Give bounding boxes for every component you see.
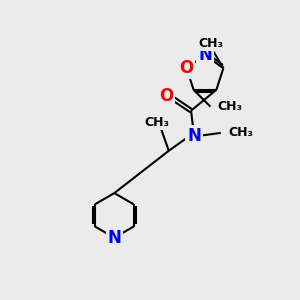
Text: N: N — [107, 229, 121, 247]
Text: CH₃: CH₃ — [144, 116, 169, 129]
Text: N: N — [187, 127, 201, 145]
Text: O: O — [179, 59, 194, 77]
Text: CH₃: CH₃ — [218, 100, 243, 113]
Text: O: O — [159, 87, 173, 105]
Text: CH₃: CH₃ — [228, 126, 253, 140]
Text: N: N — [198, 46, 212, 64]
Text: CH₃: CH₃ — [199, 37, 224, 50]
